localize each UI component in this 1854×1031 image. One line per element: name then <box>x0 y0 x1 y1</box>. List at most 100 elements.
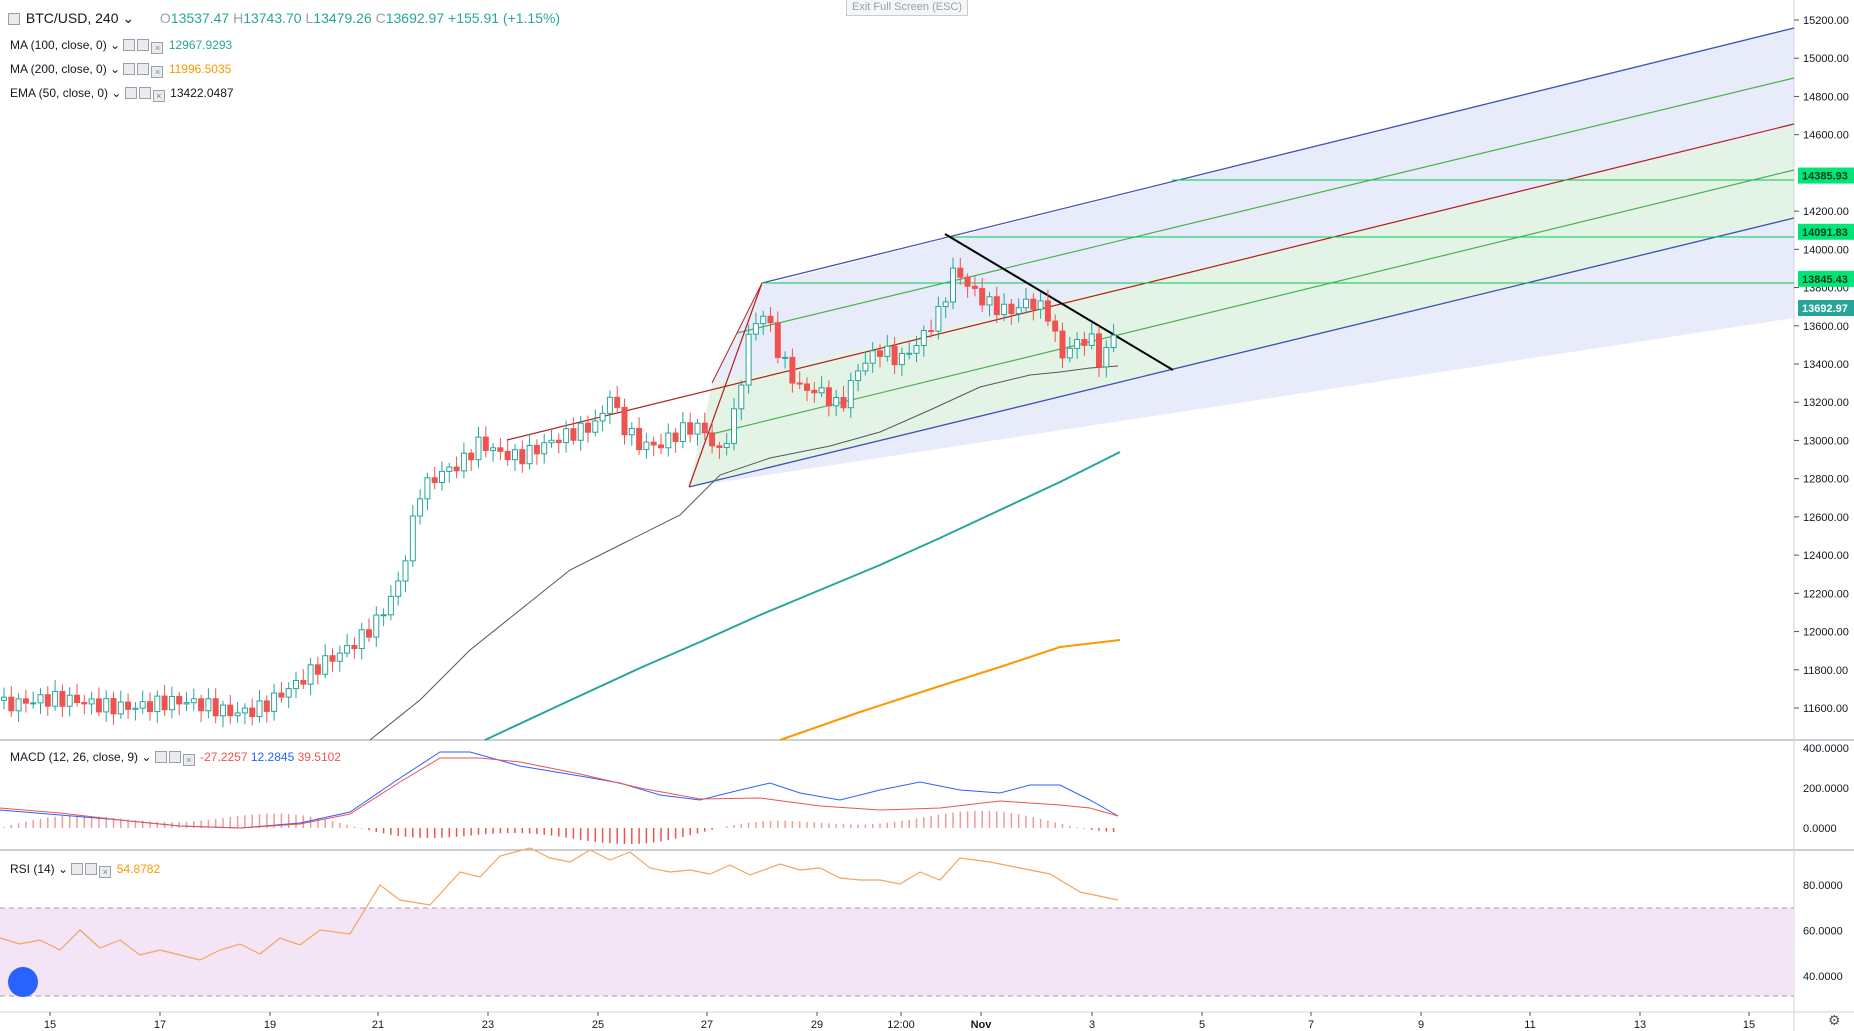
price-axis-label: 12400.00 <box>1803 550 1849 562</box>
gear-icon[interactable] <box>138 87 151 99</box>
rsi-label: RSI (14) <box>10 862 55 876</box>
macd-value: 12.2845 <box>250 750 295 764</box>
gear-icon[interactable] <box>168 751 181 763</box>
time-axis-label: 27 <box>701 1019 713 1031</box>
price-tag-label: 13692.97 <box>1802 303 1848 315</box>
macd-signal-value: 39.5102 <box>297 750 341 764</box>
indicator-label: EMA (50, close, 0) <box>10 86 109 100</box>
chevron-down-icon[interactable]: ⌄ <box>111 86 122 100</box>
rsi-legend[interactable]: RSI (14) ⌄ × 54.8782 <box>10 862 160 878</box>
chevron-down-icon[interactable]: ⌄ <box>110 38 121 52</box>
eye-icon[interactable] <box>123 63 136 75</box>
chevron-down-icon[interactable]: ⌄ <box>110 62 121 76</box>
macd-histogram <box>3 810 1115 845</box>
macd-legend[interactable]: MACD (12, 26, close, 9) ⌄ × -27.2257 12.… <box>10 750 341 766</box>
price-tag: 13692.97 <box>1798 300 1854 317</box>
ma-100-line <box>484 451 1121 741</box>
price-axis-label: 12800.00 <box>1803 474 1849 486</box>
time-axis-label: 29 <box>811 1019 823 1031</box>
tradingview-logo-icon[interactable] <box>8 967 38 997</box>
time-axis-label: 9 <box>1418 1019 1424 1031</box>
chevron-down-icon[interactable]: ⌄ <box>58 862 69 876</box>
ma-200-line <box>779 639 1121 741</box>
price-axis[interactable]: 15200.00 15000.00 14800.00 14600.00 14200.00… <box>1794 15 1849 715</box>
price-axis-label: 13600.00 <box>1803 321 1849 333</box>
open-value: 13537.47 <box>170 10 230 26</box>
time-axis[interactable]: 15 17 19 21 23 25 27 29 12:00 Nov 3 5 7 9 11 13 15 <box>44 1012 1755 1031</box>
rsi-axis-label: 60.0000 <box>1803 926 1843 938</box>
gear-icon[interactable]: ⚙ <box>1828 1012 1841 1028</box>
price-tag-label: 13845.43 <box>1802 274 1848 286</box>
rsi-line[interactable] <box>0 847 1119 961</box>
low-value: 13479.26 <box>313 10 372 26</box>
rsi-axis-label: 40.0000 <box>1803 971 1843 983</box>
indicator-value: 11996.5035 <box>168 62 232 76</box>
price-axis-label: 13000.00 <box>1803 435 1849 447</box>
gear-icon[interactable] <box>137 63 150 75</box>
eye-icon[interactable] <box>71 863 84 875</box>
eye-icon[interactable] <box>124 87 137 99</box>
price-tag: 13845.43 <box>1798 270 1854 287</box>
macd-axis-label: 200.0000 <box>1803 783 1849 795</box>
trend-line[interactable] <box>944 233 1174 371</box>
time-axis-label: 25 <box>592 1019 604 1031</box>
eye-icon[interactable] <box>154 751 167 763</box>
symbol-pair: BTC/USD <box>25 10 88 26</box>
price-tag-label: 14091.83 <box>1802 227 1848 239</box>
macd-hist-value: -27.2257 <box>200 750 248 764</box>
gear-icon[interactable] <box>137 39 150 51</box>
close-icon[interactable]: × <box>152 90 165 102</box>
price-axis-label: 14000.00 <box>1803 244 1849 256</box>
close-icon[interactable]: × <box>182 754 195 766</box>
macd-axis-label: 400.0000 <box>1803 743 1849 755</box>
price-axis-label: 14800.00 <box>1803 91 1849 103</box>
time-axis-label: 13 <box>1634 1019 1646 1031</box>
indicator-value: 13422.0487 <box>170 86 234 100</box>
close-icon[interactable]: × <box>99 866 112 878</box>
change-value: +155.91 (+1.15%) <box>448 10 561 26</box>
price-axis-label: 12200.00 <box>1803 588 1849 600</box>
gear-icon[interactable] <box>85 863 98 875</box>
square-icon[interactable] <box>8 13 20 25</box>
eye-icon[interactable] <box>123 39 136 51</box>
candlestick-series <box>1 257 1117 728</box>
price-tags: 14385.93 14091.83 13845.43 13692.97 <box>1798 167 1854 317</box>
pitchfork[interactable] <box>506 27 1795 488</box>
price-axis-label: 14600.00 <box>1803 130 1849 142</box>
price-axis-label: 13400.00 <box>1803 359 1849 371</box>
time-axis-label: 11 <box>1524 1019 1535 1031</box>
macd-axis[interactable]: 400.0000 200.0000 0.0000 <box>1803 743 1849 835</box>
price-axis-label: 15000.00 <box>1803 53 1849 65</box>
chevron-down-icon[interactable]: ⌄ <box>141 750 152 764</box>
indicator-label: MA (200, close, 0) <box>10 62 107 76</box>
macd-label: MACD (12, 26, close, 9) <box>10 750 139 764</box>
chevron-down-icon[interactable]: ⌄ <box>122 10 135 26</box>
rsi-axis-label: 80.0000 <box>1803 880 1843 892</box>
price-axis-label: 15200.00 <box>1803 15 1849 27</box>
indicator-legend-ma100[interactable]: MA (100, close, 0) ⌄ × 12967.9293 <box>10 38 232 54</box>
symbol-header[interactable]: BTC/USD, 240 ⌄ O13537.47 H13743.70 L1347… <box>8 10 560 27</box>
price-axis-label: 13200.00 <box>1803 397 1849 409</box>
macd-signal-line <box>0 757 1119 829</box>
rsi-axis[interactable]: 80.0000 60.0000 40.0000 <box>1803 880 1843 983</box>
indicator-value: 12967.9293 <box>168 38 233 52</box>
exit-fullscreen-button[interactable]: Exit Full Screen (ESC) <box>846 0 968 16</box>
time-axis-label: Nov <box>971 1019 993 1031</box>
time-axis-label: 15 <box>44 1019 56 1031</box>
symbol-interval: 240 <box>95 10 119 26</box>
pitchfork-inner-zone <box>689 127 1794 487</box>
time-axis-label: 23 <box>482 1019 494 1031</box>
price-axis-label: 14200.00 <box>1803 206 1849 218</box>
indicator-legend-ma200[interactable]: MA (200, close, 0) ⌄ × 11996.5035 <box>10 62 231 78</box>
close-icon[interactable]: × <box>151 42 164 54</box>
time-axis-label: 19 <box>264 1019 276 1031</box>
time-axis-label: 17 <box>154 1019 166 1031</box>
indicator-legend-ema50[interactable]: EMA (50, close, 0) ⌄ × 13422.0487 <box>10 86 234 102</box>
price-axis-label: 12000.00 <box>1803 627 1849 639</box>
close-icon[interactable]: × <box>151 66 164 78</box>
rsi-value: 54.8782 <box>116 862 161 876</box>
low-label: L <box>305 10 314 26</box>
rsi-band <box>0 908 1794 996</box>
